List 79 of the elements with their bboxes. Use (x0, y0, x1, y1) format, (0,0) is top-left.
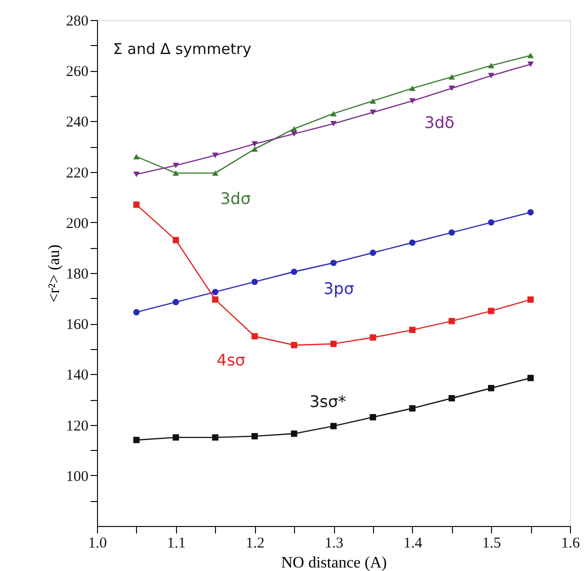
x-tick-label: 1.0 (88, 536, 107, 552)
point (448, 395, 455, 402)
point (370, 414, 376, 420)
point (448, 318, 455, 324)
point (448, 74, 455, 80)
point (527, 62, 534, 68)
point (527, 209, 534, 216)
y-tick-label: 100 (66, 468, 88, 485)
point (370, 110, 376, 116)
point (448, 86, 455, 92)
point (409, 326, 416, 334)
point (488, 219, 494, 226)
x-tick-label: 1.5 (482, 536, 502, 552)
annotation: Σ and Δ symmetry (113, 40, 252, 58)
series-label: 4sσ (216, 350, 246, 370)
point (330, 340, 337, 348)
y-tick-label: 240 (66, 114, 88, 131)
x-tick-label: 1.2 (246, 536, 265, 552)
point (370, 98, 376, 104)
point (133, 172, 140, 178)
point (212, 296, 218, 303)
point (252, 333, 258, 340)
point (252, 278, 258, 286)
point (172, 298, 179, 306)
y-axis-title: <r²> (au) (46, 244, 63, 302)
point (133, 309, 140, 316)
x-axis-title: NO distance (A) (281, 554, 387, 571)
point (409, 239, 416, 246)
point (330, 260, 337, 266)
point (252, 433, 258, 440)
point (172, 434, 179, 441)
point (370, 334, 376, 341)
x-tick-label: 1.3 (324, 536, 344, 552)
y-tick-label: 160 (66, 317, 88, 334)
series-label: 3sσ* (310, 392, 346, 412)
point (290, 342, 298, 348)
point (290, 268, 298, 275)
point (252, 141, 258, 147)
series-label: 3dδ (424, 112, 454, 132)
series-label: 3dσ (220, 189, 251, 208)
point (330, 422, 337, 430)
series-label: 3pσ (324, 278, 354, 298)
y-tick-label: 180 (66, 266, 88, 282)
x-tick-label: 1.4 (403, 536, 423, 552)
point (330, 110, 337, 116)
point (409, 98, 416, 104)
point (488, 72, 494, 78)
point (133, 154, 140, 160)
y-tick-label: 200 (66, 216, 88, 232)
point (527, 52, 534, 58)
point (252, 146, 258, 152)
point (448, 229, 455, 236)
point (488, 62, 494, 68)
y-tick-label: 140 (66, 368, 88, 384)
point (488, 384, 494, 392)
y-tick-label: 280 (66, 14, 88, 30)
point (133, 436, 140, 444)
point (290, 430, 298, 437)
point (527, 374, 534, 382)
y-tick-label: 120 (66, 418, 88, 434)
point (172, 170, 179, 176)
point (409, 405, 416, 412)
point (172, 236, 179, 244)
point (212, 152, 218, 158)
point (133, 202, 140, 208)
point (172, 162, 179, 168)
x-tick-label: 1.1 (166, 536, 186, 552)
point (527, 296, 534, 303)
point (488, 308, 494, 314)
point (212, 170, 218, 176)
point (290, 131, 298, 137)
point (212, 434, 218, 441)
y-tick-label: 260 (66, 64, 88, 80)
y-tick-label: 220 (66, 165, 88, 182)
x-tick-label: 1.6 (561, 536, 580, 552)
point (212, 288, 218, 296)
point (370, 250, 376, 256)
point (330, 120, 337, 126)
point (409, 86, 416, 92)
